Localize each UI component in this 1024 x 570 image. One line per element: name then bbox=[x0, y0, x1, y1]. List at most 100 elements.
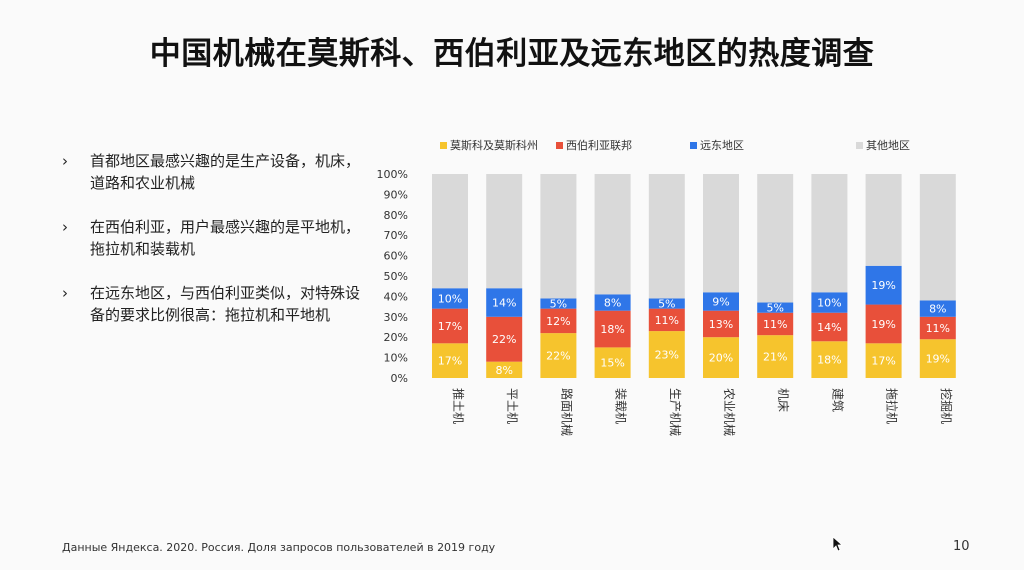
data-label: 19% bbox=[871, 279, 895, 292]
legend-swatch bbox=[556, 142, 563, 149]
y-tick-label: 10% bbox=[384, 352, 408, 365]
data-label: 17% bbox=[871, 355, 895, 368]
bar-segment bbox=[540, 333, 577, 378]
y-tick-label: 40% bbox=[384, 290, 408, 303]
mouse-cursor-icon bbox=[832, 536, 844, 552]
bar-segment bbox=[648, 298, 685, 309]
bar-segment bbox=[703, 174, 739, 293]
bar-segment bbox=[594, 294, 631, 311]
y-tick-label: 80% bbox=[384, 209, 408, 222]
bar-segment bbox=[486, 361, 523, 378]
data-label: 21% bbox=[763, 351, 787, 364]
x-tick-label: 农业机械 bbox=[722, 388, 737, 436]
bar-segment bbox=[757, 312, 794, 336]
data-label: 12% bbox=[546, 315, 570, 328]
footer-source: Данные Яндекса. 2020. Россия. Доля запро… bbox=[62, 541, 496, 554]
bar-segment bbox=[757, 174, 794, 303]
data-label: 19% bbox=[871, 318, 895, 331]
chevron-right-icon: › bbox=[62, 152, 68, 170]
bar-segment bbox=[540, 308, 577, 334]
bullet-text: 首都地区最感兴趣的是生产设备，机床，道路和农业机械 bbox=[90, 152, 361, 192]
x-tick-label: 平土机 bbox=[505, 388, 519, 424]
bullet-text: 在西伯利亚，用户最感兴趣的是平地机，拖拉机和装载机 bbox=[90, 218, 361, 258]
x-tick-label: 拖拉机 bbox=[885, 388, 900, 424]
x-tick-label: 机床 bbox=[776, 388, 790, 412]
bar-segment bbox=[486, 174, 523, 289]
bar-segment bbox=[486, 288, 523, 317]
bar-segment bbox=[540, 174, 577, 299]
bullet-item: › 在远东地区，与西伯利亚类似，对特殊设备的要求比例很高：拖拉机和平地机 bbox=[62, 282, 362, 326]
bar-segment bbox=[919, 339, 956, 378]
stacked-bar-chart: 莫斯科及莫斯科州 西伯利亚联邦 远东地区 其他地区 0% 10% 20% 30% 40% 50% 6… bbox=[377, 138, 956, 436]
bar-segment bbox=[919, 174, 956, 301]
bar-segment bbox=[757, 302, 794, 313]
data-label: 11% bbox=[926, 322, 950, 335]
data-label: 23% bbox=[655, 349, 679, 362]
legend-label: 莫斯科及莫斯科州 bbox=[450, 138, 538, 152]
data-label: 14% bbox=[817, 321, 841, 334]
bullet-item: › 在西伯利亚，用户最感兴趣的是平地机，拖拉机和装载机 bbox=[62, 216, 362, 260]
bar-segment bbox=[432, 308, 468, 344]
data-label: 22% bbox=[492, 333, 516, 346]
x-tick-label: 推土机 bbox=[451, 388, 465, 424]
bar-segment bbox=[432, 174, 468, 289]
bar-segment bbox=[811, 312, 848, 342]
bar-segment bbox=[865, 174, 902, 266]
data-label: 10% bbox=[438, 292, 462, 305]
data-label: 8% bbox=[495, 364, 512, 377]
bullet-text: 在远东地区，与西伯利亚类似，对特殊设备的要求比例很高：拖拉机和平地机 bbox=[90, 284, 361, 324]
bar-segment bbox=[703, 292, 739, 311]
data-label: 10% bbox=[817, 297, 841, 310]
bar-segment bbox=[811, 341, 848, 378]
data-label: 15% bbox=[600, 357, 624, 370]
legend-swatch bbox=[690, 142, 697, 149]
y-tick-label: 60% bbox=[384, 250, 408, 263]
legend-label: 远东地区 bbox=[700, 139, 744, 152]
bar-segment bbox=[811, 292, 848, 313]
bar-segment bbox=[919, 300, 956, 317]
y-tick-label: 90% bbox=[384, 188, 408, 201]
bullet-list: › 首都地区最感兴趣的是生产设备，机床，道路和农业机械 › 在西伯利亚，用户最感… bbox=[62, 150, 362, 348]
data-label: 8% bbox=[604, 297, 621, 310]
y-tick-label: 100% bbox=[377, 168, 408, 181]
bar-segment bbox=[703, 310, 739, 338]
bar-segment bbox=[811, 174, 848, 293]
bar-segment bbox=[594, 347, 631, 378]
bar-segment bbox=[703, 337, 739, 378]
bar-segment bbox=[865, 265, 902, 305]
y-tick-label: 30% bbox=[384, 311, 408, 324]
bar-segment bbox=[432, 343, 468, 378]
bar-segment bbox=[919, 316, 956, 340]
x-tick-label: 装载机 bbox=[614, 388, 628, 424]
bar-segment bbox=[540, 298, 577, 309]
legend-label: 西伯利亚联邦 bbox=[566, 138, 632, 152]
data-label: 22% bbox=[546, 350, 570, 363]
data-label: 17% bbox=[438, 320, 462, 333]
bar-segment bbox=[648, 308, 685, 332]
x-tick-label: 生产机械 bbox=[668, 388, 683, 436]
data-label: 5% bbox=[766, 302, 783, 315]
legend-swatch bbox=[856, 142, 863, 149]
data-label: 19% bbox=[926, 353, 950, 366]
data-label: 11% bbox=[655, 314, 679, 327]
data-label: 11% bbox=[763, 318, 787, 331]
page-number: 10 bbox=[953, 539, 970, 554]
bar-segment bbox=[486, 316, 523, 362]
data-label: 14% bbox=[492, 297, 516, 310]
bar-segment bbox=[648, 331, 685, 378]
x-tick-label: 路面机械 bbox=[559, 388, 574, 436]
bar-segment bbox=[594, 310, 631, 348]
data-label: 13% bbox=[709, 318, 733, 331]
y-tick-label: 50% bbox=[384, 270, 408, 283]
chevron-right-icon: › bbox=[62, 218, 68, 236]
bar-segment bbox=[865, 304, 902, 344]
bar-segment bbox=[757, 335, 794, 378]
data-label: 8% bbox=[929, 303, 946, 316]
y-tick-label: 20% bbox=[384, 331, 408, 344]
x-tick-label: 建筑 bbox=[830, 388, 845, 412]
bullet-item: › 首都地区最感兴趣的是生产设备，机床，道路和农业机械 bbox=[62, 150, 362, 194]
slide-title: 中国机械在莫斯科、西伯利亚及远东地区的热度调查 bbox=[149, 36, 875, 72]
x-tick-label: 挖掘机 bbox=[939, 388, 954, 424]
data-label: 9% bbox=[712, 296, 729, 309]
data-label: 18% bbox=[817, 354, 841, 367]
